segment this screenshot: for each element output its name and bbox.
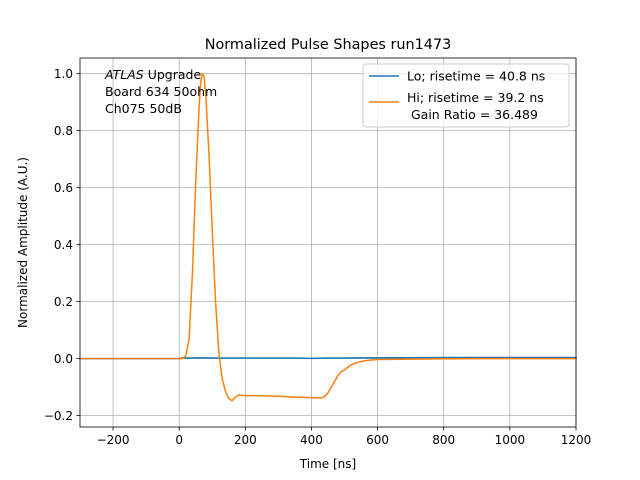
series-line-lo (79, 356, 577, 360)
annotation-line-3: Ch075 50dB (105, 101, 182, 116)
x-tick-label: 400 (300, 433, 323, 447)
y-tick-label: 0.8 (54, 124, 73, 138)
x-tick-label: 600 (366, 433, 389, 447)
annotation: ATLAS Upgrade Board 634 50ohm Ch075 50dB (104, 67, 217, 116)
y-tick-label: 0.6 (54, 181, 73, 195)
annotation-line-2: Board 634 50ohm (105, 84, 217, 99)
x-tick-label: 1000 (495, 433, 526, 447)
x-tick-label: 800 (432, 433, 455, 447)
legend-label-hi: Hi; risetime = 39.2 ns (407, 90, 544, 105)
y-tick-label: 0.0 (54, 352, 73, 366)
legend-label-hi-gain: Gain Ratio = 36.489 (407, 107, 538, 122)
annotation-atlas: ATLAS (104, 67, 144, 82)
annotation-upgrade: Upgrade (144, 67, 202, 82)
legend: Lo; risetime = 40.8 ns Hi; risetime = 39… (362, 63, 570, 128)
x-tick-label: 0 (175, 433, 183, 447)
x-tick-label: 1200 (561, 433, 592, 447)
legend-label-lo: Lo; risetime = 40.8 ns (407, 69, 545, 84)
y-axis-label: Normalized Amplitude (A.U.) (16, 157, 30, 328)
series-line-hi (79, 72, 577, 402)
x-tick-label: −200 (97, 433, 130, 447)
y-tick-label: 0.2 (54, 295, 73, 309)
plot-frame (79, 57, 577, 428)
y-tick-label: 1.0 (54, 67, 73, 81)
chart-title: Normalized Pulse Shapes run1473 (205, 37, 452, 53)
x-axis: −200 0 200 400 600 800 1000 1200 (97, 427, 592, 447)
x-tick-label: 200 (234, 433, 257, 447)
plot-series (79, 72, 577, 402)
y-tick-label: 0.4 (54, 238, 73, 252)
annotation-line-1: ATLAS Upgrade (104, 67, 201, 82)
legend-box (362, 63, 570, 128)
y-axis: −0.2 0.0 0.2 0.4 0.6 0.8 1.0 (44, 67, 80, 423)
x-axis-label: Time [ns] (299, 457, 356, 471)
y-tick-label: −0.2 (44, 409, 73, 423)
